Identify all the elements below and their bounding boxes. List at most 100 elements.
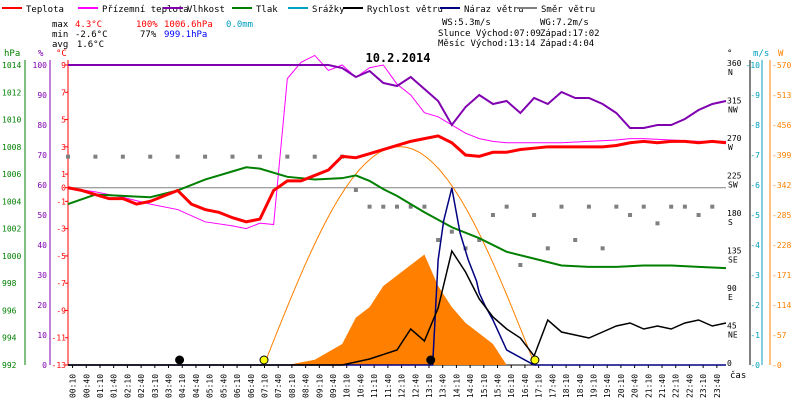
- wind-direction-point: [395, 204, 399, 209]
- wind-direction-point: [463, 246, 468, 251]
- time-tick: 14:10: [452, 374, 461, 398]
- time-tick: 09:10: [315, 374, 324, 398]
- radiation-tick: -513: [772, 91, 791, 100]
- radiation-tick: -570: [772, 61, 791, 70]
- pressure-tick: 992: [2, 361, 17, 370]
- time-tick: 06:10: [233, 374, 242, 398]
- time-tick: 17:10: [535, 374, 544, 398]
- direction-tick: 180: [727, 209, 742, 218]
- time-tick: 08:40: [302, 374, 311, 398]
- time-tick: 01:40: [110, 374, 119, 398]
- temperature-tick: -9: [56, 306, 66, 315]
- sun-marker: [530, 355, 540, 365]
- pressure-tick: 1014: [2, 61, 21, 70]
- axis-unit: %: [38, 49, 44, 59]
- temperature-tick: 7: [61, 88, 66, 97]
- wind-direction-point: [545, 246, 550, 251]
- time-tick: 02:40: [137, 374, 146, 398]
- wind-tick: -10: [746, 61, 761, 70]
- axis-unit: °: [727, 49, 732, 59]
- time-tick: 15:40: [494, 374, 503, 398]
- direction-tick-label: SE: [728, 256, 738, 265]
- wind-direction-point: [669, 204, 674, 209]
- wind-direction-point: [696, 213, 701, 217]
- time-tick: 08:10: [288, 374, 297, 398]
- pressure-tick: 1010: [2, 116, 21, 125]
- direction-tick-label: E: [728, 293, 733, 302]
- time-tick: 12:10: [398, 374, 407, 398]
- legend-item: Přízemní teplota: [102, 5, 189, 15]
- wind-direction-point: [93, 154, 98, 159]
- wind-tick: -2: [750, 301, 760, 310]
- wind-info: WG:7.2m/s: [540, 18, 589, 28]
- pressure-tick: 1000: [2, 252, 21, 261]
- pressure-tick: 996: [2, 306, 17, 315]
- time-tick: 03:10: [151, 374, 160, 398]
- time-tick: 00:40: [82, 374, 91, 398]
- axis-unit: °C: [56, 49, 67, 59]
- direction-tick-label: SW: [728, 181, 738, 190]
- time-tick: 05:10: [206, 374, 215, 398]
- time-tick: 13:40: [439, 374, 448, 398]
- wind-direction-point: [422, 204, 427, 209]
- time-tick: 06:40: [247, 374, 256, 398]
- wind-direction-point: [532, 213, 537, 217]
- temperature-tick: 9: [61, 61, 66, 70]
- radiation-area: [287, 254, 507, 365]
- radiation-tick: -342: [772, 181, 791, 190]
- legend-item: Rychlost větru: [367, 5, 443, 15]
- wind-direction-point: [710, 204, 715, 209]
- series-p-zemn-teplota: [67, 54, 726, 230]
- axis-unit: m/s: [753, 49, 769, 59]
- chart-title: 10.2.2014: [365, 51, 430, 65]
- series-rychlost-v-tru: [68, 249, 727, 366]
- wind-direction-point: [518, 263, 523, 267]
- stat-label: avg: [52, 40, 68, 50]
- wind-direction-point: [490, 213, 495, 217]
- wind-direction-point: [655, 221, 660, 226]
- moon-marker: [175, 355, 185, 365]
- stat-value: 1.6°C: [77, 40, 104, 50]
- pressure-tick: 1004: [2, 197, 21, 206]
- temperature-tick: -1: [56, 197, 66, 206]
- wind-direction-point: [175, 154, 180, 159]
- time-tick: 21:10: [644, 374, 653, 398]
- wind-direction-point: [408, 204, 413, 209]
- wind-direction-point: [436, 238, 441, 242]
- wind-direction-point: [148, 154, 153, 159]
- stat-value: 1006.6hPa: [164, 20, 213, 30]
- humidity-tick: 30: [37, 271, 47, 280]
- humidity-tick: 60: [37, 181, 47, 190]
- humidity-tick: 90: [37, 91, 47, 100]
- wind-direction-point: [381, 204, 386, 209]
- humidity-tick: 70: [37, 151, 47, 160]
- temperature-tick: -5: [56, 252, 66, 261]
- plot-area: [66, 54, 727, 366]
- radiation-tick: -285: [772, 211, 791, 220]
- legend-item: Teplota: [26, 5, 64, 15]
- radiation-tick: -57: [772, 331, 787, 340]
- wind-tick: -3: [750, 271, 760, 280]
- radiation-tick: -456: [772, 121, 791, 130]
- direction-tick: 270: [727, 134, 742, 143]
- time-tick: 15:10: [480, 374, 489, 398]
- time-tick: 05:40: [219, 374, 228, 398]
- temperature-tick: 5: [61, 116, 66, 125]
- wind-tick: -8: [750, 121, 760, 130]
- time-tick: 12:40: [411, 374, 420, 398]
- sun-info: Západ:17:02: [540, 29, 600, 39]
- humidity-tick: 50: [37, 211, 47, 220]
- x-axis-label: čas: [730, 370, 746, 381]
- direction-tick: 45: [727, 322, 737, 331]
- temperature-tick: 3: [61, 143, 66, 152]
- wind-tick: -0: [750, 361, 760, 370]
- time-tick: 11:10: [370, 374, 379, 398]
- radiation-tick: -228: [772, 241, 791, 250]
- time-tick: 04:40: [192, 374, 201, 398]
- humidity-tick: 20: [37, 301, 47, 310]
- radiation-tick: -171: [772, 271, 791, 280]
- wind-direction-point: [312, 154, 317, 159]
- time-tick: 23:10: [699, 374, 708, 398]
